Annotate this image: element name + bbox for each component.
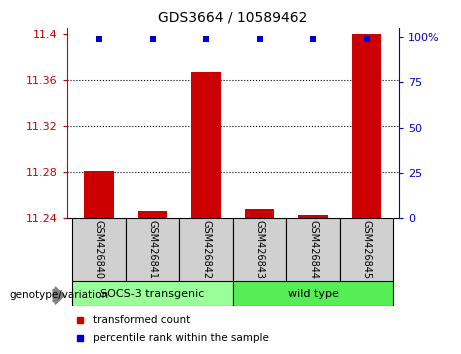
Bar <box>191 72 221 218</box>
Point <box>149 36 156 42</box>
FancyArrow shape <box>53 287 64 304</box>
Text: wild type: wild type <box>288 289 338 299</box>
Bar <box>233 218 286 281</box>
Bar <box>72 281 233 306</box>
Bar <box>298 216 328 218</box>
Text: genotype/variation: genotype/variation <box>9 290 108 299</box>
Bar <box>340 218 393 281</box>
Bar <box>286 218 340 281</box>
Bar <box>126 218 179 281</box>
Bar <box>352 34 381 218</box>
Point <box>256 36 263 42</box>
Bar <box>233 281 393 306</box>
Text: GSM426844: GSM426844 <box>308 220 318 279</box>
Bar <box>138 211 167 218</box>
Text: GSM426845: GSM426845 <box>361 220 372 279</box>
Point <box>363 36 370 42</box>
Text: transformed count: transformed count <box>94 315 191 325</box>
Point <box>202 36 210 42</box>
Title: GDS3664 / 10589462: GDS3664 / 10589462 <box>158 10 307 24</box>
Bar <box>84 171 114 218</box>
Text: GSM426841: GSM426841 <box>148 220 158 279</box>
Bar <box>179 218 233 281</box>
Bar <box>245 209 274 218</box>
Text: percentile rank within the sample: percentile rank within the sample <box>94 333 269 343</box>
Point <box>95 36 103 42</box>
Text: SOCS-3 transgenic: SOCS-3 transgenic <box>100 289 205 299</box>
Text: GSM426840: GSM426840 <box>94 220 104 279</box>
Text: GSM426843: GSM426843 <box>254 220 265 279</box>
Text: GSM426842: GSM426842 <box>201 220 211 279</box>
Point <box>309 36 317 42</box>
Bar <box>72 218 126 281</box>
